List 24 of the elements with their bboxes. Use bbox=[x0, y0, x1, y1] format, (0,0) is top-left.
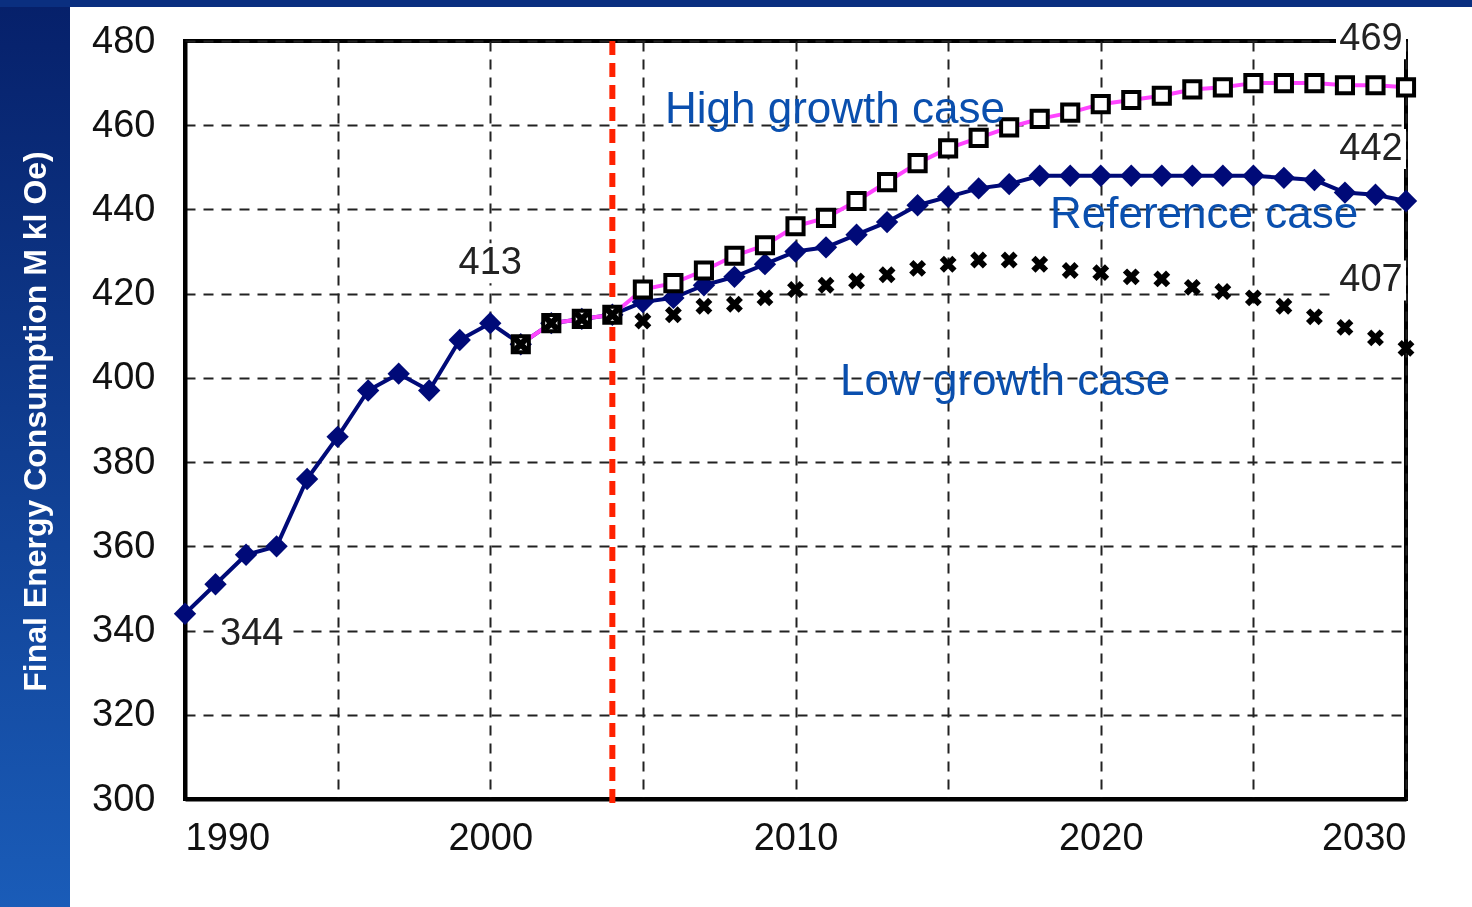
y-tick-label: 480 bbox=[92, 18, 156, 61]
y-tick-label: 400 bbox=[92, 355, 156, 398]
series-label: Low growth case bbox=[840, 355, 1171, 404]
annotation: 344 bbox=[220, 610, 284, 653]
y-tick-label: 320 bbox=[92, 692, 156, 735]
x-tick-label: 2030 bbox=[1321, 815, 1407, 858]
series-label: Reference case bbox=[1050, 188, 1359, 237]
annotation: 413 bbox=[458, 240, 522, 283]
annotation: 407 bbox=[1339, 257, 1403, 300]
y-tick-label: 460 bbox=[92, 102, 156, 145]
annotation: 469 bbox=[1339, 16, 1403, 59]
x-tick-label: 1990 bbox=[185, 815, 271, 858]
series-label: High growth case bbox=[665, 83, 1005, 132]
y-tick-label: 340 bbox=[92, 608, 156, 651]
x-tick-label: 2000 bbox=[448, 815, 534, 858]
y-tick-label: 360 bbox=[92, 523, 156, 566]
x-tick-label: 2020 bbox=[1058, 815, 1144, 858]
x-tick-label: 2010 bbox=[753, 815, 839, 858]
y-tick-label: 300 bbox=[92, 776, 156, 819]
y-tick-label: 380 bbox=[92, 439, 156, 482]
y-axis-title: Final Energy Consumption M kl Oe) bbox=[16, 151, 53, 692]
y-tick-label: 440 bbox=[92, 186, 156, 229]
annotation: 442 bbox=[1339, 126, 1403, 169]
y-tick-label: 420 bbox=[92, 271, 156, 314]
